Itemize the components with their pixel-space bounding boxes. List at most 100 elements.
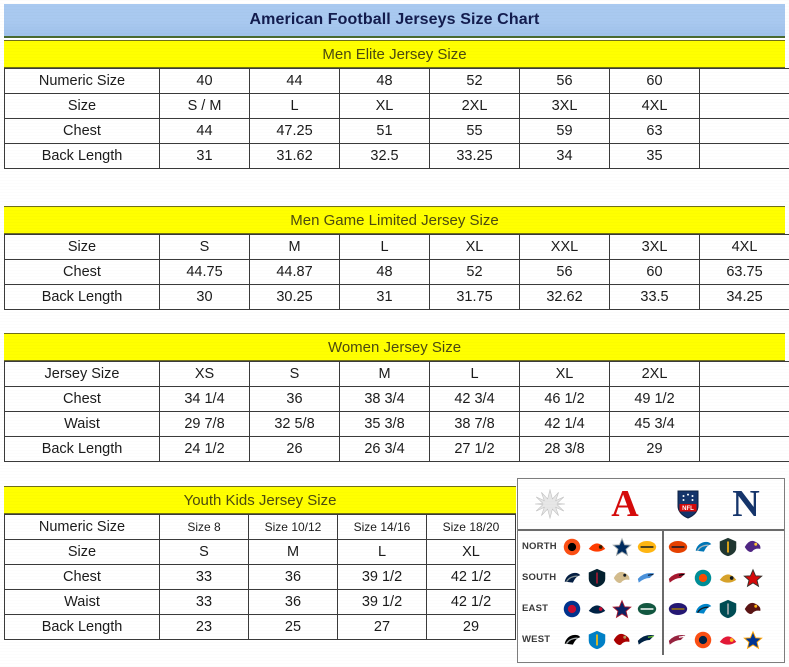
table-cell: XL <box>426 539 516 565</box>
table-cell: 29 7/8 <box>159 411 250 437</box>
table-cell: 32 5/8 <box>249 411 340 437</box>
nfc-team-logos <box>660 597 784 621</box>
texans-logo <box>585 566 609 590</box>
table-cell: 4XL <box>609 93 700 119</box>
page-title: American Football Jerseys Size Chart <box>249 11 540 28</box>
table-cell: S / M <box>159 93 250 119</box>
table-cell: 34.25 <box>699 284 789 310</box>
table-cell: XL <box>519 361 610 387</box>
row-header: Back Length <box>4 143 160 169</box>
table-cell: 26 3/4 <box>339 436 430 462</box>
table-cell: 33.5 <box>609 284 700 310</box>
division-label: SOUTH <box>522 572 557 583</box>
size-table-men-game-limited: Size S M L XL XXL 3XL 4XL Chest 44.75 44.87 48 52 56 6… <box>4 234 789 310</box>
table-cell: 56 <box>519 68 610 94</box>
table-cell: 27 <box>337 614 427 640</box>
row-header: Numeric Size <box>4 68 160 94</box>
table-cell: 35 3/8 <box>339 411 430 437</box>
table-cell: L <box>429 361 520 387</box>
table-cell: 27 1/2 <box>429 436 520 462</box>
rams-logo <box>741 628 765 652</box>
table-cell: 39 1/2 <box>337 564 427 590</box>
table-cell: 2XL <box>609 361 700 387</box>
browns-logo <box>585 535 609 559</box>
jets-logo <box>635 597 659 621</box>
table-cell: L <box>337 539 427 565</box>
table-cell: 24 1/2 <box>159 436 250 462</box>
table-cell: 33 <box>159 564 249 590</box>
nfc-letter: N <box>732 483 760 525</box>
table-cell: 42 1/2 <box>426 589 516 615</box>
row-header: Numeric Size <box>4 514 160 540</box>
table-cell: 60 <box>609 259 700 285</box>
table-cell: 45 3/4 <box>609 411 700 437</box>
table-cell: 23 <box>159 614 249 640</box>
packers-logo <box>716 535 740 559</box>
table-row: Chest 44 47.25 51 55 59 63 <box>4 118 789 144</box>
row-header: Waist <box>4 589 160 615</box>
raiders-logo <box>560 628 584 652</box>
table-row: Chest 34 1/4 36 38 3/4 42 3/4 46 1/2 49 1/2 <box>4 386 789 412</box>
division-row: WEST <box>518 624 784 655</box>
broncos-logo <box>691 628 715 652</box>
table-cell: 52 <box>429 259 520 285</box>
table-cell: 44 <box>249 68 340 94</box>
colts-logo <box>610 535 634 559</box>
table-cell-empty <box>699 118 789 144</box>
table-cell: 31.75 <box>429 284 520 310</box>
nfl-division-rows: NORTH SOUTH EAST WEST <box>518 531 784 655</box>
jaguars-logo <box>716 566 740 590</box>
panthers-logo <box>691 597 715 621</box>
table-row: Back Length 23 25 27 29 <box>4 614 516 640</box>
table-cell: 3XL <box>519 93 610 119</box>
redskins-logo <box>741 597 765 621</box>
table-cell: M <box>339 361 430 387</box>
row-header: Chest <box>4 259 160 285</box>
size-table-block-women: Women Jersey Size Jersey Size XS S M L XL 2XL Ch… <box>4 333 789 462</box>
starburst-icon <box>518 489 582 519</box>
table-row: Waist 29 7/8 32 5/8 35 3/8 38 7/8 42 1/4 45 3/… <box>4 411 789 437</box>
table-cell: 33 <box>159 589 249 615</box>
nfl-conference-header: A NFL N <box>518 479 784 531</box>
table-cell-empty <box>699 93 789 119</box>
chiefs-logo <box>716 628 740 652</box>
table-cell: 42 1/2 <box>426 564 516 590</box>
table-cell-empty <box>699 68 789 94</box>
table-cell: 38 3/4 <box>339 386 430 412</box>
table-cell-empty <box>699 361 789 387</box>
table-cell: 59 <box>519 118 610 144</box>
table-cell: Size 18/20 <box>426 514 516 540</box>
table-cell: 34 <box>519 143 610 169</box>
nfl-teams-panel: A NFL N NORTH SOUTH EAST WEST <box>517 478 785 663</box>
table-cell: 36 <box>248 564 338 590</box>
table-row: Chest 44.75 44.87 48 52 56 60 63.75 <box>4 259 789 285</box>
table-cell: XL <box>339 93 430 119</box>
table-row: Size S M L XL <box>4 539 516 565</box>
section-band-men-elite: Men Elite Jersey Size <box>4 40 785 68</box>
section-band-women: Women Jersey Size <box>4 333 785 361</box>
chargers-logo <box>585 628 609 652</box>
nfc-conference-logo: N <box>708 485 784 523</box>
table-cell: 40 <box>159 68 250 94</box>
row-header: Jersey Size <box>4 361 160 387</box>
table-cell: 49 1/2 <box>609 386 700 412</box>
table-cell: XL <box>429 234 520 260</box>
table-cell: L <box>339 234 430 260</box>
table-cell-empty <box>699 436 789 462</box>
table-cell-empty <box>699 386 789 412</box>
row-header: Back Length <box>4 614 160 640</box>
table-row: Size S / M L XL 2XL 3XL 4XL <box>4 93 789 119</box>
row-header: Back Length <box>4 284 160 310</box>
conference-divider <box>662 531 664 655</box>
table-cell: 32.5 <box>339 143 430 169</box>
seahawks-logo <box>635 628 659 652</box>
table-cell: 36 <box>248 589 338 615</box>
table-cell: Size 8 <box>159 514 249 540</box>
size-table-men-elite: Numeric Size 40 44 48 52 56 60 Size S / M L XL 2XL 3… <box>4 68 789 169</box>
nfc-team-logos <box>660 535 784 559</box>
section-title: Youth Kids Jersey Size <box>183 491 337 509</box>
table-cell: 31.62 <box>249 143 340 169</box>
section-band-men-game-limited: Men Game Limited Jersey Size <box>4 206 785 234</box>
lions-logo <box>691 535 715 559</box>
bengals-logo <box>560 535 584 559</box>
